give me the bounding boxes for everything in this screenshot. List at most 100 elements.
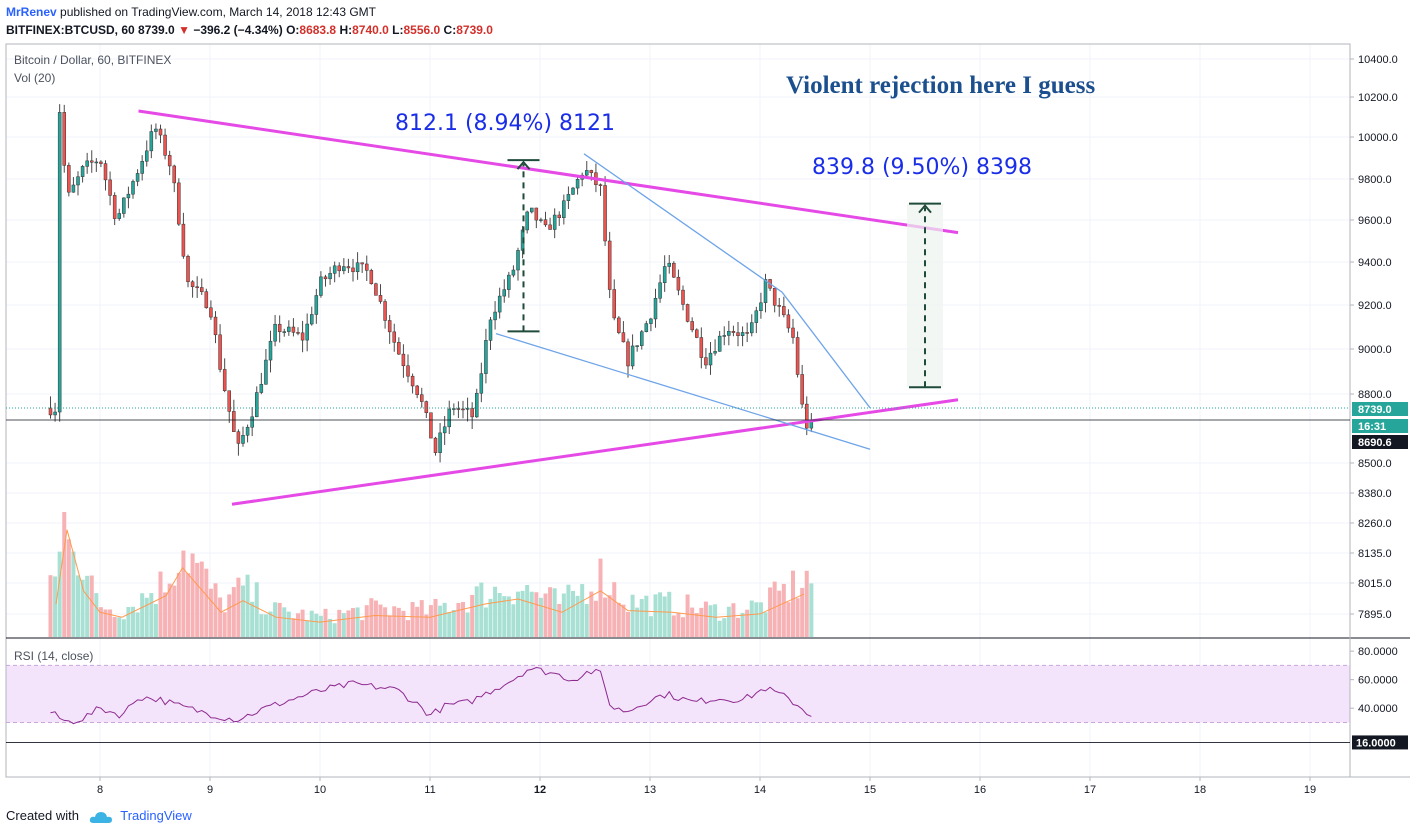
candle-body (186, 255, 190, 283)
footer: Created with TradingView (6, 808, 192, 824)
candle-body (397, 342, 401, 355)
candle-body (502, 289, 506, 297)
tradingview-logo-text[interactable]: TradingView (120, 808, 192, 823)
candle-body (438, 432, 442, 453)
candle-body (410, 375, 415, 387)
price-change: −396.2 (−4.34%) (193, 23, 283, 37)
volume-bar (543, 593, 548, 637)
volume-bar (158, 571, 163, 637)
candle-body (140, 161, 144, 174)
candle-body (442, 426, 447, 434)
candle-body (795, 337, 800, 375)
time-tick-label: 15 (864, 784, 876, 796)
candle-body (218, 334, 222, 370)
volume-bar (488, 598, 493, 637)
candle-body (94, 161, 99, 164)
volume-legend[interactable]: Vol (20) (14, 71, 56, 85)
time-tick-label: 14 (754, 784, 766, 796)
candle-body (245, 426, 250, 436)
candle-body (213, 316, 218, 336)
volume-bar (140, 593, 145, 637)
volume-bar (470, 594, 475, 637)
volume-bar (401, 610, 406, 637)
volume-bar (525, 584, 530, 637)
drawing-layer[interactable] (138, 109, 959, 506)
volume-bar (571, 590, 575, 637)
candle-body (149, 131, 154, 152)
volume-bar (511, 604, 516, 637)
candle-body (626, 341, 630, 367)
volume-bar (433, 598, 438, 637)
candle-body (525, 211, 529, 231)
volume-bar (378, 604, 383, 637)
candle-body (273, 323, 277, 342)
candle-body (355, 262, 360, 273)
candle-body (456, 408, 461, 410)
price-tick-label: 8260.0 (1358, 518, 1392, 530)
candle-body (516, 250, 520, 271)
candle-body (154, 128, 158, 132)
candle-body (323, 276, 328, 280)
candle-body (172, 165, 176, 184)
candle-body (80, 166, 85, 177)
volume-bar (616, 602, 621, 637)
rsi-tick-label: 40.0000 (1358, 703, 1398, 715)
candle-body (493, 311, 497, 321)
candle-body (378, 295, 383, 302)
candle-body (447, 408, 451, 428)
candle-body (433, 437, 438, 453)
publish-info: published on TradingView.com, March 14, … (60, 5, 376, 19)
author-link[interactable]: MrRenev (6, 5, 57, 19)
candle-body (424, 401, 429, 413)
volume-bar (396, 607, 401, 637)
volume-bar (323, 608, 328, 637)
candle-body (204, 291, 209, 309)
candle-body (534, 207, 539, 221)
candle-body (277, 323, 282, 333)
high-value: 8740.0 (352, 23, 389, 37)
volume-bar (167, 583, 172, 637)
volume-bar (731, 603, 736, 637)
price-tick-label: 10400.0 (1358, 54, 1398, 66)
volume-bar (442, 602, 447, 637)
volume-bar (630, 594, 635, 637)
volume-bar (681, 617, 685, 637)
candle-body (177, 182, 181, 225)
rsi-tick-label: 60.0000 (1358, 675, 1398, 687)
volume-bar (85, 575, 90, 637)
volume-bar (598, 558, 603, 637)
volume-bar (415, 606, 420, 637)
rsi-legend[interactable]: RSI (14, close) (14, 649, 94, 663)
price-tick-label: 9200.0 (1358, 300, 1392, 312)
volume-bar (772, 581, 777, 637)
volume-bar (699, 607, 704, 637)
candle-body (759, 302, 763, 312)
price-tick-label: 10000.0 (1358, 132, 1398, 144)
volume-bar (639, 599, 644, 637)
volume-bar (94, 593, 99, 637)
candle-body (57, 112, 62, 413)
volume-bar (80, 579, 85, 637)
measure-left-arrowhead (516, 160, 531, 170)
candle-body (190, 281, 195, 288)
volume-bar (149, 593, 154, 637)
series-legend[interactable]: Bitcoin / Dollar, 60, BITFINEX (14, 53, 172, 67)
candle-body (736, 332, 740, 337)
candle-body (328, 273, 332, 280)
candle-body (507, 274, 511, 290)
volume-bar (341, 613, 346, 637)
volume-bar (332, 623, 337, 637)
candle-body (209, 307, 213, 318)
text-layer: 10400.0 10200.0 10000.0 9800.0 9600.0 9400.0 9… (97, 54, 1398, 796)
volume-bar (48, 575, 53, 637)
volume-bar (736, 617, 740, 637)
symbol-label: BITFINEX:BTCUSD, 60 (6, 23, 135, 37)
time-tick-label: 13 (644, 784, 656, 796)
volume-bar (131, 606, 135, 637)
volume-bar (694, 612, 699, 637)
volume-bar (708, 605, 713, 637)
volume-ma-line (55, 529, 805, 623)
candle-body (420, 394, 424, 402)
rsi-badge-label: 16.0000 (1356, 737, 1396, 749)
